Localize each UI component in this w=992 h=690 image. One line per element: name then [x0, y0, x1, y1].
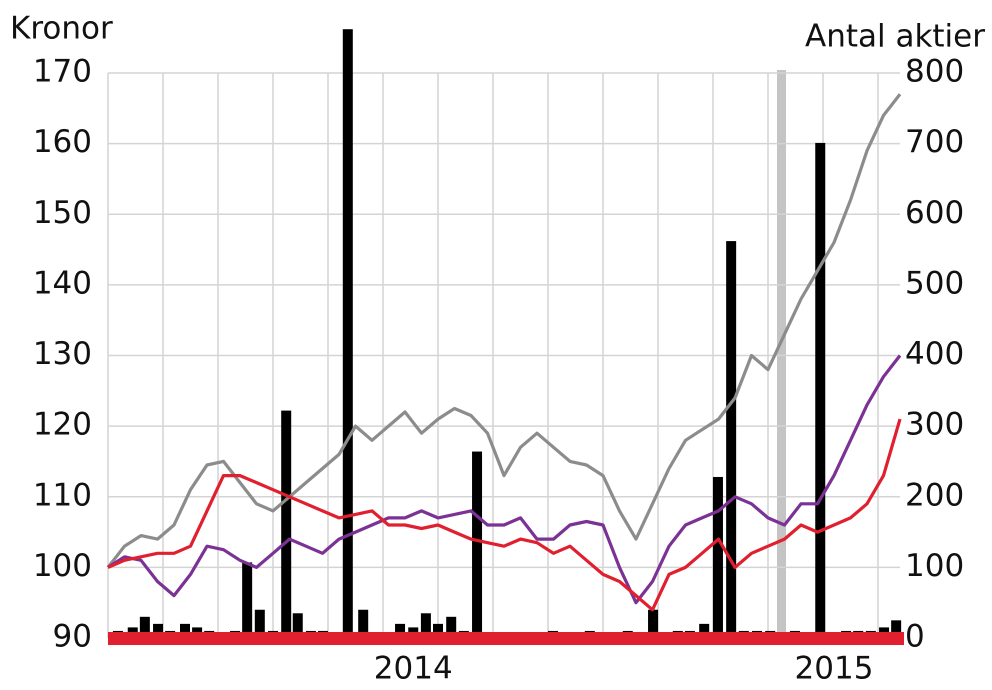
bar: [712, 476, 723, 638]
bar: [472, 451, 483, 638]
bar: [395, 623, 406, 638]
y-tick-label: 110: [33, 477, 92, 513]
y-tick-label: 120: [33, 407, 92, 443]
bar: [648, 609, 659, 638]
y2-tick-label: 800: [905, 54, 964, 90]
bar: [433, 623, 443, 638]
bar: [153, 623, 164, 638]
bar: [446, 616, 457, 638]
y2-tick-label: 0: [905, 619, 925, 655]
y-tick-label: 140: [33, 265, 92, 301]
y-tick-label: 150: [33, 195, 92, 231]
bar: [891, 620, 902, 638]
y2-tick-label: 100: [905, 548, 964, 584]
highlight-band: [777, 70, 786, 635]
line: [107, 354, 902, 605]
y-axis-title: Kronor: [10, 11, 113, 47]
bar: [281, 410, 292, 638]
y-tick-label: 170: [33, 54, 92, 90]
y2-tick-label: 200: [905, 477, 964, 513]
bar: [242, 562, 253, 638]
y2-tick-label: 300: [905, 407, 964, 443]
bar: [254, 609, 265, 638]
bar: [358, 609, 369, 638]
y2-axis-title: Antal aktier: [805, 19, 985, 55]
y2-tick-label: 600: [905, 195, 964, 231]
y-tick-label: 130: [33, 336, 92, 372]
bar: [726, 241, 737, 638]
bar: [180, 623, 190, 638]
x-tick-label: 2014: [374, 651, 453, 687]
x-tick-label: 2015: [795, 651, 874, 687]
bar: [815, 142, 826, 638]
bar: [420, 613, 431, 638]
y2-tick-label: 500: [905, 265, 964, 301]
y2-tick-label: 400: [905, 336, 964, 372]
line: [107, 418, 902, 612]
line: [106, 93, 902, 569]
baseline-bar: [108, 632, 904, 645]
bar: [292, 613, 303, 638]
bar: [139, 616, 150, 638]
y-tick-label: 90: [53, 619, 92, 655]
bar: [699, 623, 710, 638]
y-tick-label: 160: [33, 124, 92, 160]
y2-tick-label: 700: [905, 124, 964, 160]
y-tick-label: 100: [33, 548, 92, 584]
bar: [342, 29, 353, 638]
